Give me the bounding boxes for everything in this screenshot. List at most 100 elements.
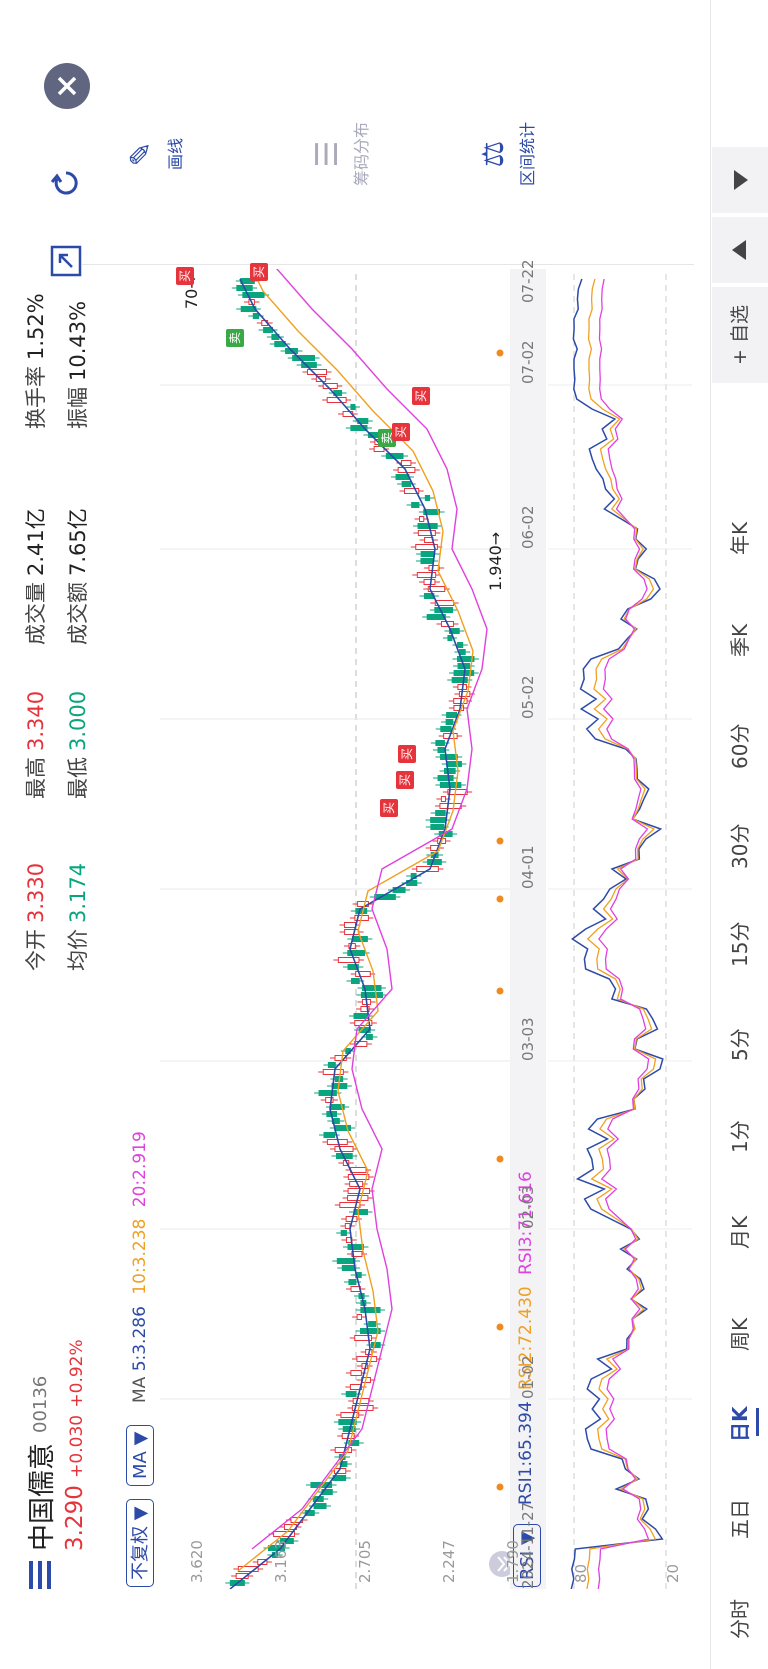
candle-body: [445, 719, 454, 725]
ma-select[interactable]: MA ▼: [126, 1424, 154, 1486]
period-tab[interactable]: 日K: [728, 1406, 752, 1443]
candle-body: [416, 866, 439, 872]
kline-chart[interactable]: [160, 238, 515, 1590]
candle-body: [370, 1342, 381, 1348]
candle-body: [350, 1370, 362, 1376]
period-tab[interactable]: 五日: [728, 1499, 752, 1539]
period-tab[interactable]: 1分: [728, 1120, 752, 1153]
period-tab[interactable]: 月K: [728, 1215, 752, 1249]
event-dot: [496, 349, 504, 357]
candle-body: [292, 355, 316, 361]
candle-body: [340, 1230, 347, 1236]
rsi-chart[interactable]: [548, 269, 692, 1590]
menu-icon[interactable]: [24, 1559, 56, 1591]
active-tab-indicator: [756, 1408, 759, 1436]
candle-body: [349, 1384, 362, 1390]
high-value: 70: [182, 288, 201, 309]
tool-interval-stats[interactable]: ⚖ 区间统计: [474, 119, 538, 189]
candle-body: [350, 1167, 367, 1173]
candle-body: [351, 1251, 363, 1257]
candle-body: [440, 754, 458, 760]
candle-body: [458, 649, 466, 655]
candle-body: [400, 460, 412, 466]
date-label: 03-03: [519, 1017, 537, 1061]
period-tab[interactable]: 分时: [728, 1599, 752, 1639]
price-change: +0.030: [67, 1414, 87, 1478]
period-tab[interactable]: 年K: [728, 521, 752, 555]
tool-pen-line[interactable]: ✎ 画线: [122, 119, 186, 189]
signal-tag: 卖: [226, 329, 244, 347]
tool-chip-distribution[interactable]: ☰ 筹码分布: [308, 119, 372, 189]
candle-body: [350, 978, 360, 984]
signal-tag: 买: [380, 799, 398, 817]
ma20-line: [251, 238, 488, 1550]
candle-body: [318, 1090, 337, 1096]
period-tab[interactable]: 15分: [728, 921, 752, 967]
candle-body: [395, 474, 410, 480]
date-label: 2024-11-27: [519, 1501, 537, 1589]
candle-body: [344, 1223, 351, 1229]
ma10-value: 10:3.238: [130, 1218, 150, 1295]
ma-legend: MA 5:3.286 10:3.238 20:2.919: [130, 1131, 150, 1403]
period-tab[interactable]: 30分: [728, 823, 752, 869]
candle-body: [360, 1307, 381, 1313]
candle-body: [446, 712, 458, 718]
price-axis-label: 2.705: [356, 1540, 374, 1583]
stock-code: 00136: [30, 1375, 51, 1433]
fullscreen-icon[interactable]: [48, 243, 84, 279]
candle-body: [354, 1335, 372, 1341]
candle-body: [417, 530, 436, 536]
candle-body: [440, 726, 452, 732]
stat-item: 换手率 1.52%: [20, 293, 50, 429]
rsi2-line: [586, 278, 657, 1590]
period-tab[interactable]: 周K: [728, 1317, 752, 1351]
event-dot: [496, 895, 504, 903]
tool-label: 筹码分布: [352, 122, 371, 187]
candle-body: [343, 922, 356, 928]
candle-body: [350, 404, 356, 410]
collapse-icon: [489, 1551, 515, 1577]
previous-stock-button[interactable]: [712, 217, 768, 283]
period-tab[interactable]: 5分: [728, 1028, 752, 1061]
candle-body: [323, 1132, 336, 1138]
ma5-line: [229, 278, 466, 1590]
candle-body: [447, 635, 453, 641]
rsi1-line: [570, 278, 664, 1590]
candle-body: [336, 1258, 356, 1264]
event-dot: [496, 1155, 504, 1163]
event-dot: [496, 987, 504, 995]
close-icon[interactable]: [44, 63, 90, 109]
candle-body: [411, 502, 420, 508]
candle-body: [355, 971, 371, 977]
candle-body: [252, 313, 260, 319]
next-stock-button[interactable]: [712, 147, 768, 213]
candle-body: [415, 544, 438, 550]
date-label: 07-02: [519, 340, 537, 384]
stat-value: 3.000: [66, 690, 90, 751]
ma20-value: 20:2.919: [130, 1131, 150, 1208]
stat-label: 最高: [24, 757, 48, 799]
candle-body: [439, 782, 462, 788]
period-tab[interactable]: 季K: [728, 623, 752, 657]
candle-body: [447, 789, 468, 795]
signal-tag: 买: [250, 263, 268, 281]
signal-tag: 买: [396, 771, 414, 789]
refresh-icon[interactable]: [48, 165, 84, 201]
triangle-up-icon: [732, 240, 746, 260]
candle-body: [337, 957, 360, 963]
stat-value: 2.41亿: [24, 508, 48, 576]
stock-name: 中国儒意: [27, 1443, 58, 1551]
stat-label: 均价: [66, 929, 90, 971]
candle-body: [362, 985, 382, 991]
candle-body: [423, 509, 441, 515]
add-watchlist-button[interactable]: + 自选: [712, 287, 768, 383]
period-tab[interactable]: 60分: [728, 723, 752, 769]
candle-body: [345, 1391, 357, 1397]
adjust-select[interactable]: 不复权 ▼: [126, 1499, 154, 1587]
candle-body: [354, 1020, 373, 1026]
candle-body: [423, 579, 436, 585]
stat-item: 成交额 7.65亿: [62, 508, 92, 645]
candle-body: [440, 796, 446, 802]
stat-item: 最低 3.000: [62, 691, 92, 799]
